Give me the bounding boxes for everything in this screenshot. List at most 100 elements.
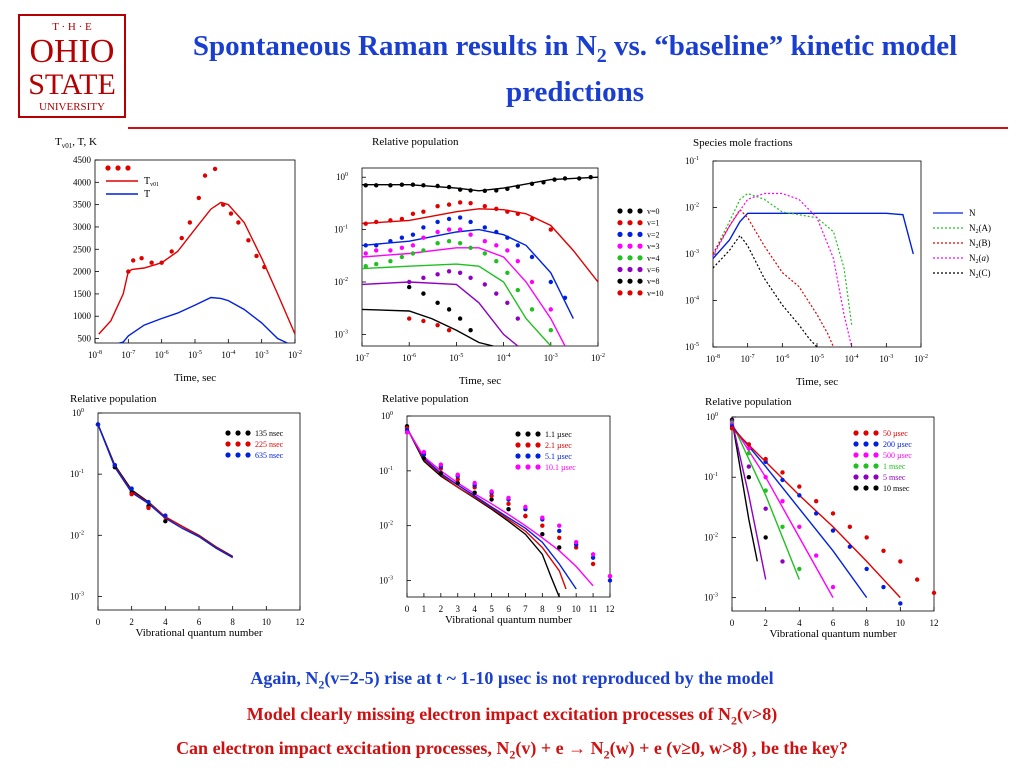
data-point [468, 275, 473, 281]
chart-panels: Tv01, T, K Time, sec 10-8 10-7 10-6 10-5 10-4 1… [55, 136, 991, 640]
footer-line-1: Again, N2(v=2-5) rise at t ~ 1-10 µsec i… [250, 668, 774, 692]
legend-label: 10.1 µsec [545, 463, 576, 472]
legend-marker [863, 485, 869, 491]
data-point [548, 279, 553, 285]
x-tick-label: 10-7 [121, 350, 135, 360]
data-point [505, 270, 510, 275]
data-point [590, 561, 596, 567]
footer-line-3: Can electron impact excitation processes… [176, 738, 848, 762]
data-point [540, 531, 545, 537]
data-point [363, 183, 368, 188]
data-point [468, 232, 473, 237]
legend-marker [627, 290, 633, 296]
legend-marker [873, 430, 879, 436]
data-point [494, 243, 499, 248]
data-point [505, 209, 510, 214]
data-point [421, 183, 426, 188]
legend-marker [515, 442, 521, 448]
data-point [557, 528, 562, 534]
data-point [746, 446, 752, 451]
legend-marker [863, 463, 869, 469]
data-point [746, 475, 752, 480]
data-point [457, 270, 463, 275]
data-point [489, 489, 494, 494]
data-point [212, 166, 218, 172]
series-line [713, 208, 835, 347]
y-tick-label: 10-3 [334, 329, 348, 339]
data-point [446, 239, 452, 244]
legend-label: 10 msec [883, 484, 910, 493]
legend-marker [873, 474, 879, 480]
x-tick-label: 2 [763, 618, 768, 628]
data-point [847, 544, 853, 549]
data-point [421, 248, 426, 253]
data-point [455, 477, 460, 482]
x-tick-label: 10-4 [221, 350, 235, 360]
data-point [489, 493, 494, 499]
y-tick-label: 100 [336, 172, 348, 182]
data-point [607, 578, 613, 583]
data-point [548, 227, 553, 232]
data-point [505, 300, 510, 306]
legend-label: N2(B) [969, 238, 991, 250]
x-tick-label: 10 [896, 618, 906, 628]
legend-label: 5 msec [883, 473, 906, 482]
data-point [421, 235, 426, 240]
data-point [548, 328, 553, 333]
footer-line-2: Model clearly missing electron impact ex… [246, 704, 778, 728]
x-axis-label: Time, sec [174, 372, 216, 384]
data-point [482, 225, 488, 230]
data-point [435, 272, 440, 277]
legend-marker [863, 452, 869, 458]
legend-marker [525, 431, 531, 437]
legend-marker [873, 485, 879, 491]
series-line [407, 427, 577, 590]
x-tick-label: 10-6 [155, 350, 169, 360]
data-point [482, 203, 488, 209]
data-point [573, 539, 579, 545]
series-line [362, 263, 552, 346]
legend-marker [863, 474, 869, 480]
legend-label: 135 nsec [255, 429, 284, 438]
series-line [732, 421, 767, 580]
data-point [220, 202, 226, 207]
data-point [446, 184, 452, 190]
legend-label: N2(C) [969, 268, 991, 280]
ohio-state-logo: T · H · E OHIO STATE UNIVERSITY [18, 14, 126, 118]
data-point [236, 220, 241, 225]
data-point [515, 184, 521, 189]
data-point [557, 535, 562, 541]
data-point [410, 182, 416, 187]
y-tick-label: 10-2 [704, 532, 718, 542]
legend-label: v=0 [647, 207, 660, 216]
data-point [435, 183, 440, 189]
x-tick-label: 10-7 [741, 354, 755, 364]
legend-label: v=3 [647, 242, 660, 251]
data-point [254, 253, 259, 259]
x-tick-label: 10-5 [449, 353, 463, 363]
data-point [780, 498, 785, 504]
legend-label: v=4 [647, 254, 660, 263]
x-axis-label: Time, sec [459, 375, 501, 387]
data-point [830, 584, 836, 590]
x-tick-label: 10-2 [914, 354, 928, 364]
data-point [435, 229, 440, 235]
x-tick-label: 5 [489, 604, 494, 614]
x-tick-label: 0 [730, 618, 735, 628]
series-line [407, 427, 560, 597]
y-axis-label: Tv01, T, K [55, 136, 97, 150]
data-point [163, 513, 168, 518]
data-point [494, 291, 499, 296]
legend-label: N [969, 208, 976, 218]
legend-marker [853, 474, 859, 480]
data-point [131, 258, 136, 263]
series-line [713, 192, 853, 347]
x-tick-label: 10-3 [255, 350, 269, 360]
data-point [540, 523, 545, 528]
x-axis-label: Vibrational quantum number [135, 627, 262, 639]
data-point [729, 426, 735, 431]
legend-marker [617, 278, 623, 284]
series-line [732, 425, 868, 599]
data-point [881, 584, 886, 590]
data-point [914, 577, 920, 582]
